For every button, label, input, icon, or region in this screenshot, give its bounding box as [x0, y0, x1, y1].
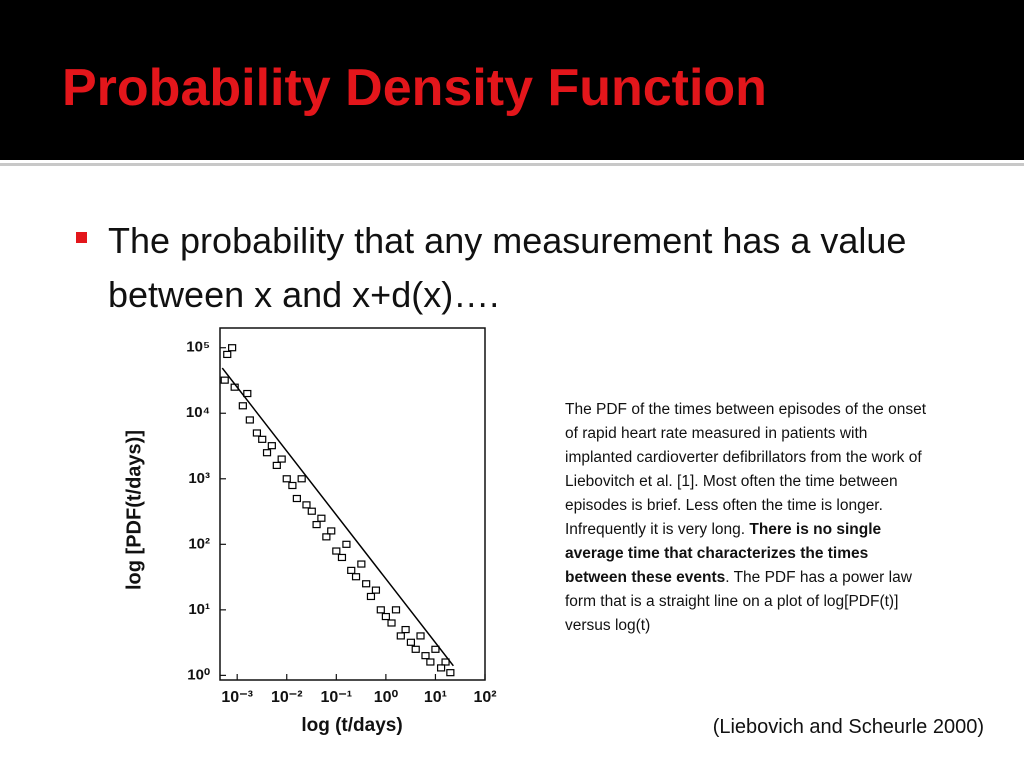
data-point [357, 560, 366, 568]
data-point [371, 586, 381, 594]
data-point [282, 475, 291, 483]
y-axis-label: log [PDF(t/days)] [123, 430, 145, 590]
data-point [252, 429, 262, 437]
data-point [262, 449, 272, 457]
caption: The PDF of the times between episodes of… [565, 398, 930, 638]
data-point [292, 494, 301, 503]
data-point [312, 520, 321, 529]
x-tick-label: 10⁻¹ [321, 689, 353, 706]
data-point [322, 533, 331, 541]
y-tick-label: 10⁵ [186, 339, 210, 356]
plot-frame [219, 327, 486, 681]
data-point [362, 580, 371, 588]
data-point [376, 606, 385, 614]
data-point [243, 389, 252, 398]
data-point [258, 435, 267, 443]
x-tick-label: 10⁻³ [221, 689, 253, 706]
data-point [366, 592, 376, 601]
data-point [391, 606, 401, 614]
header-rule [0, 163, 1024, 166]
x-tick-label: 10¹ [424, 689, 447, 706]
header-band [0, 0, 1024, 160]
data-point [416, 632, 425, 640]
data-point [297, 475, 306, 483]
data-point [406, 638, 416, 646]
data-point [387, 619, 396, 627]
data-point [245, 416, 254, 424]
data-point [421, 652, 430, 660]
bullet-mark [76, 232, 87, 243]
caption-text: . The PDF has a power law form that is a… [565, 569, 912, 634]
x-axis-label: log (t/days) [301, 715, 402, 736]
data-point [337, 553, 347, 562]
data-point [223, 350, 232, 359]
data-point [267, 442, 276, 450]
data-point [220, 376, 229, 384]
data-point [446, 669, 455, 677]
data-point [277, 455, 286, 463]
data-point [436, 664, 446, 672]
caption-bold: There is no single average time that cha… [565, 521, 882, 586]
data-point [411, 645, 420, 653]
data-point [302, 501, 311, 509]
data-point [351, 573, 361, 581]
x-tick-label: 10⁰ [374, 689, 399, 706]
y-tick-label: 10⁰ [187, 666, 210, 683]
data-point [396, 632, 405, 640]
data-point [272, 461, 281, 470]
y-tick-label: 10² [188, 535, 210, 552]
bullet-text: The probability that any measurement has… [108, 220, 907, 315]
x-tick-label: 10⁻² [271, 689, 303, 706]
caption-text: The PDF of the times between episodes of… [565, 401, 927, 538]
data-point [426, 658, 435, 666]
y-tick-label: 10¹ [188, 601, 210, 618]
data-point [228, 344, 237, 352]
citation: (Liebovich and Scheurle 2000) [712, 716, 984, 738]
x-tick-label: 10² [473, 689, 496, 706]
slide-title: Probability Density Function [62, 59, 767, 117]
data-point [288, 481, 297, 490]
data-point [381, 612, 390, 621]
y-tick-label: 10³ [188, 470, 210, 487]
data-point [347, 566, 356, 574]
data-point [307, 507, 316, 515]
data-point [317, 514, 326, 522]
data-point [342, 540, 351, 548]
chart: log [PDF(t/days)] log (t/days) 10⁻³ 10⁻² 1… [123, 327, 497, 736]
data-point [332, 547, 341, 555]
data-point [431, 645, 440, 653]
y-tick-label: 10⁴ [186, 404, 210, 421]
data-point [441, 658, 450, 666]
data-point [401, 625, 410, 634]
data-point [238, 402, 247, 410]
fit-line [221, 367, 454, 667]
data-point [327, 527, 336, 535]
